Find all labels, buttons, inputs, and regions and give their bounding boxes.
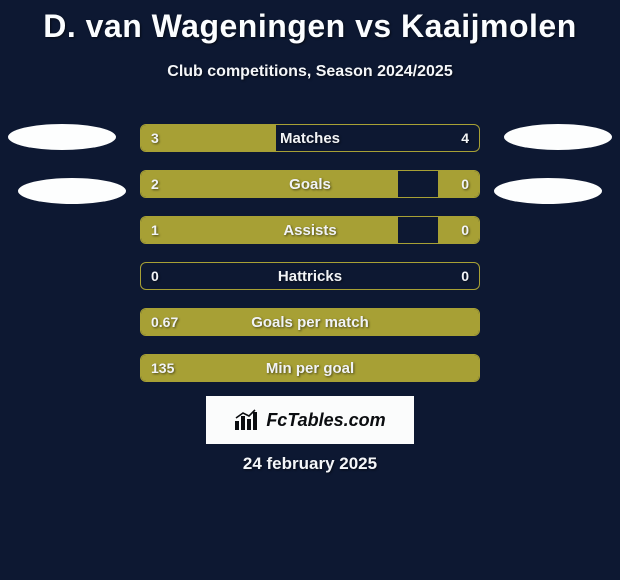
stat-label: Hattricks (141, 263, 479, 289)
stat-value-left: 0 (151, 263, 159, 289)
stats-panel: 34Matches 20Goals 10Assists 0 0Hattricks 0.67… (140, 124, 480, 400)
stat-value-right: 0 (461, 263, 469, 289)
stat-row: 135Min per goal (140, 354, 480, 382)
player-left-photo-2 (18, 178, 126, 204)
stat-row: 10Assists (140, 216, 480, 244)
brand-text: FcTables.com (266, 410, 385, 431)
stat-value-right: 4 (461, 125, 469, 151)
stat-row: 20Goals (140, 170, 480, 198)
stat-fill-left (141, 125, 276, 151)
stat-fill-right (438, 217, 479, 243)
chart-icon (234, 409, 260, 431)
stat-row: 0 0Hattricks (140, 262, 480, 290)
player-right-photo-2 (494, 178, 602, 204)
stat-fill-right (438, 171, 479, 197)
stat-fill-left (141, 217, 398, 243)
stat-row: 0.67Goals per match (140, 308, 480, 336)
brand-badge: FcTables.com (206, 396, 414, 444)
page-title: D. van Wageningen vs Kaaijmolen (0, 0, 620, 45)
infographic-container: D. van Wageningen vs Kaaijmolen Club com… (0, 0, 620, 580)
date-label: 24 february 2025 (0, 454, 620, 474)
stat-fill-left (141, 355, 479, 381)
player-left-photo-1 (8, 124, 116, 150)
stat-fill-left (141, 309, 479, 335)
subtitle: Club competitions, Season 2024/2025 (0, 63, 620, 81)
stat-fill-left (141, 171, 398, 197)
player-right-photo-1 (504, 124, 612, 150)
stat-row: 34Matches (140, 124, 480, 152)
